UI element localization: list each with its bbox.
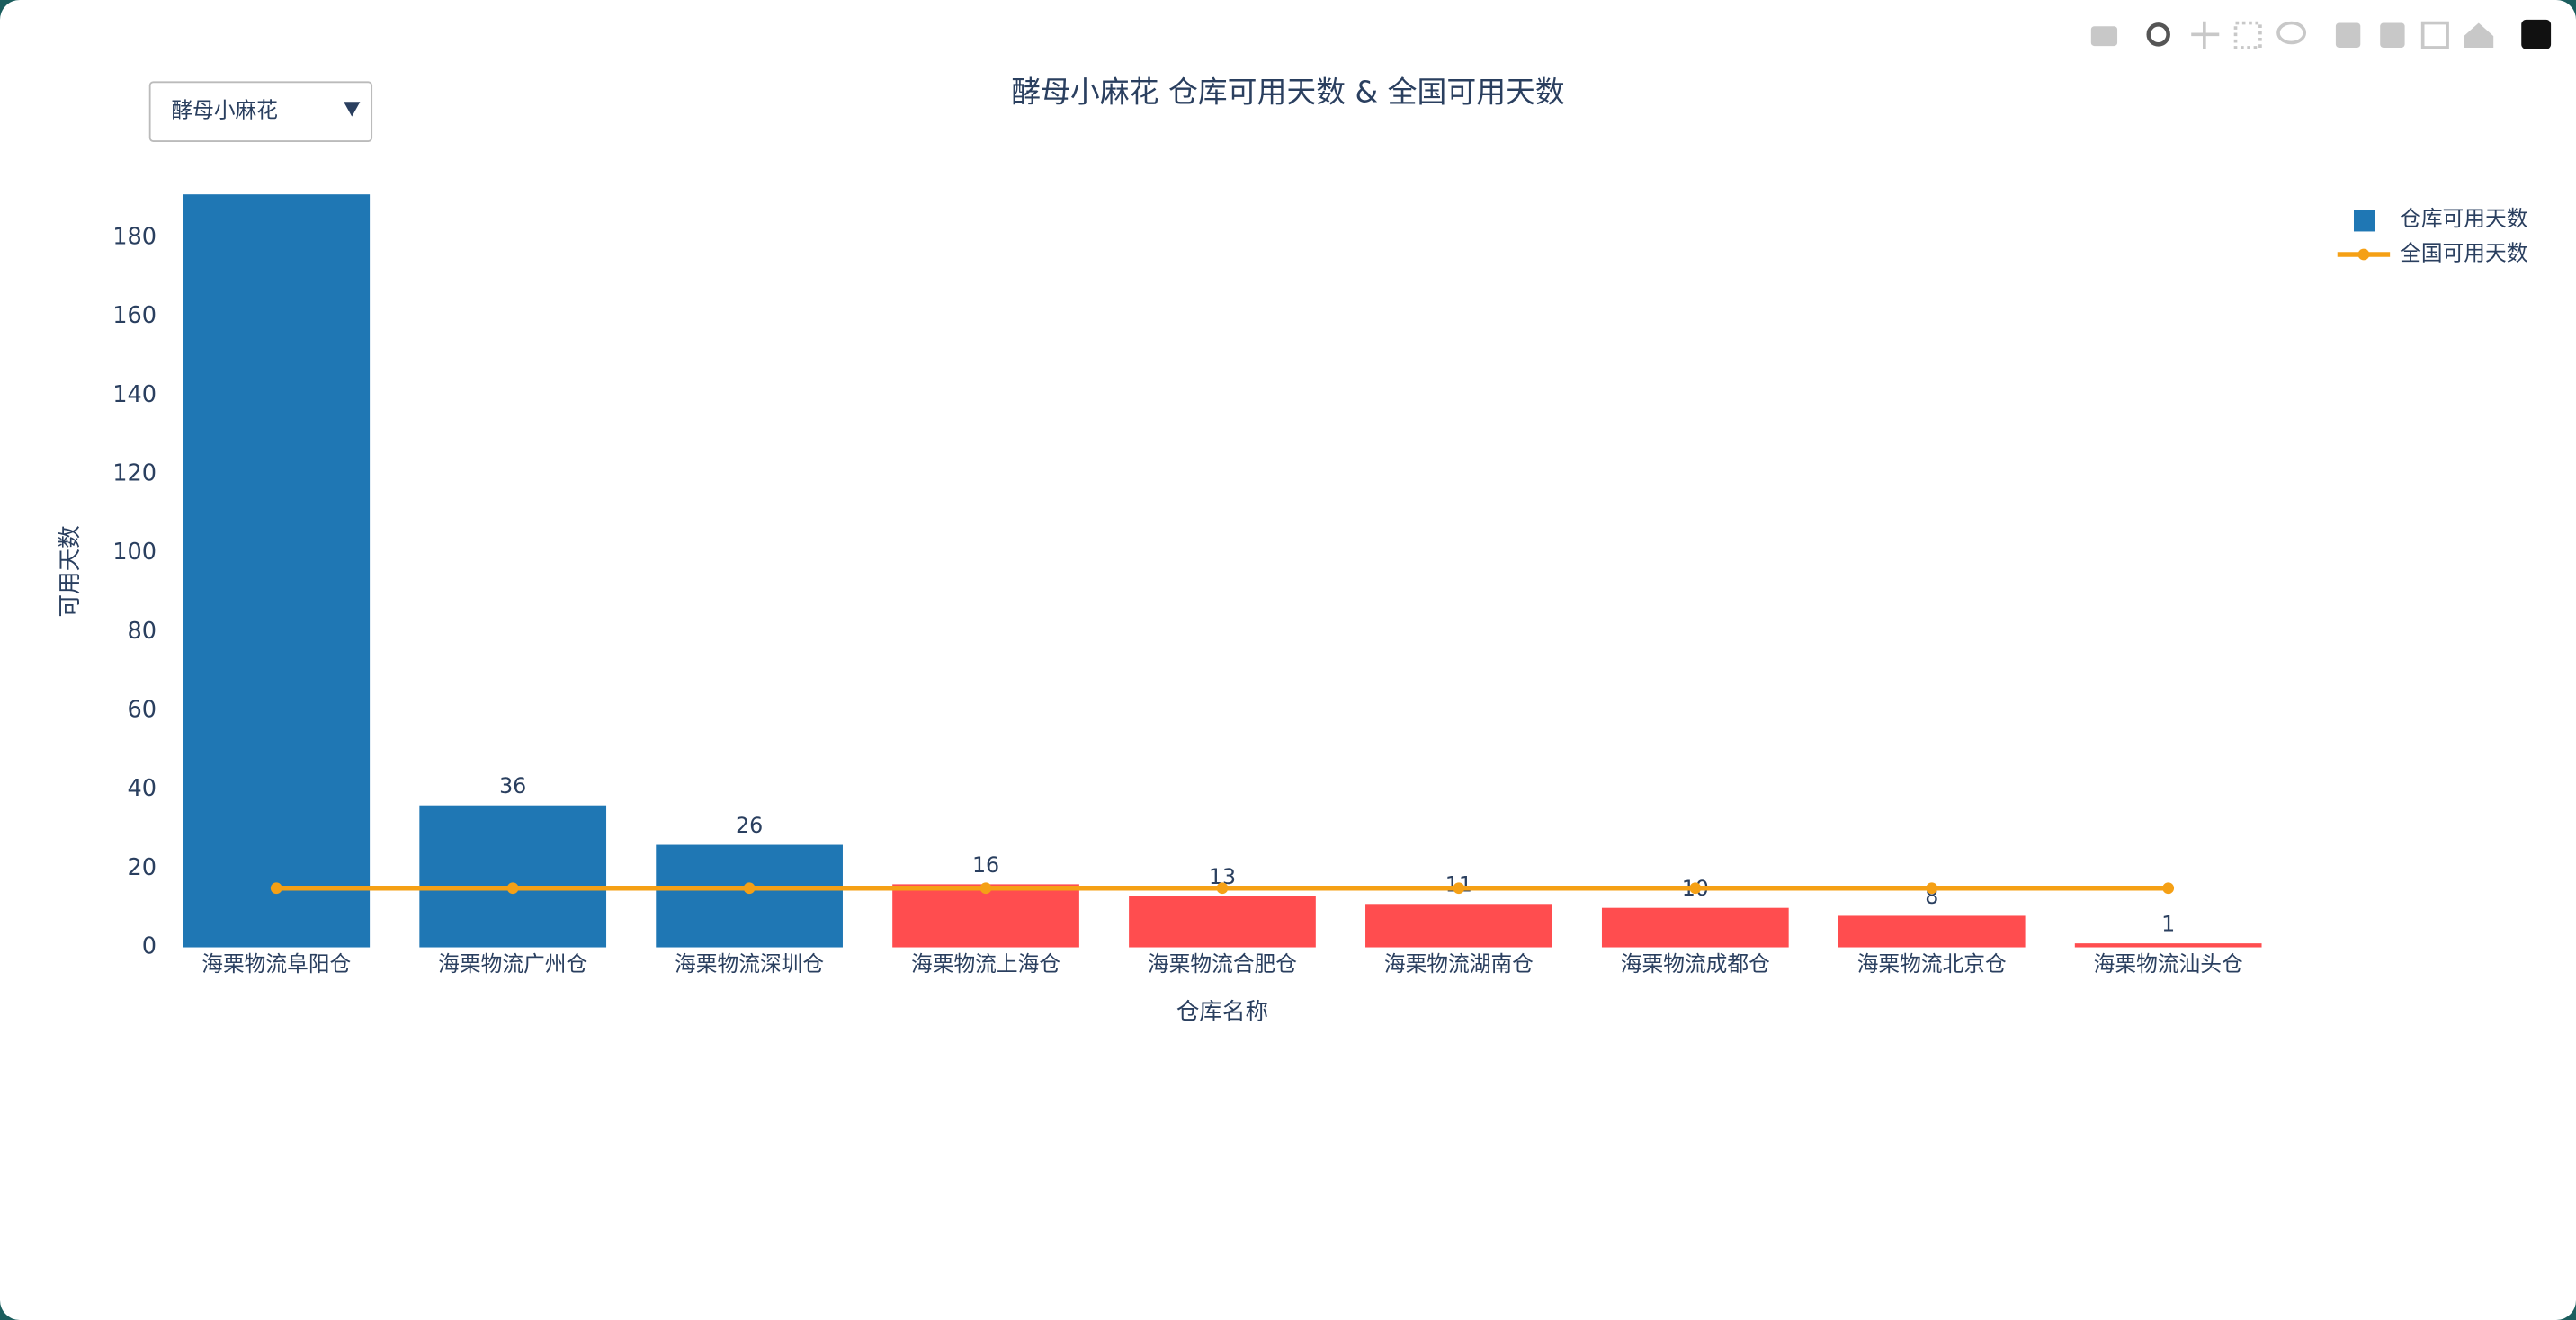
y-tick-label: 120 — [112, 459, 157, 486]
x-tick-label: 海栗物流成都仓 — [1621, 951, 1770, 977]
x-tick-label: 海栗物流湖南仓 — [1384, 951, 1534, 977]
autoscale-icon[interactable] — [2420, 21, 2449, 49]
y-tick-label: 20 — [127, 854, 157, 881]
select-icon[interactable] — [2233, 21, 2262, 49]
zoom-out-icon[interactable] — [2380, 22, 2405, 48]
legend-label: 全国可用天数 — [2400, 241, 2528, 266]
x-tick-label: 海栗物流深圳仓 — [675, 951, 824, 977]
dropdown-box[interactable] — [148, 81, 373, 142]
line-marker — [270, 882, 282, 895]
line-marker — [506, 882, 519, 895]
line-marker — [1216, 882, 1229, 895]
y-tick-label: 40 — [127, 775, 157, 802]
line-marker — [2162, 882, 2175, 895]
y-tick-label: 100 — [112, 539, 157, 566]
y-axis-title: 可用天数 — [57, 525, 84, 617]
bar — [2074, 943, 2262, 948]
plotly-logo[interactable] — [2521, 19, 2552, 49]
zoom-icon[interactable] — [2146, 22, 2170, 47]
data-label: 26 — [736, 813, 763, 838]
bar — [1365, 904, 1552, 948]
y-tick-label: 160 — [112, 302, 157, 329]
bar — [419, 805, 607, 948]
y-tick-label: 80 — [127, 618, 157, 645]
modebar — [2090, 19, 2552, 49]
y-tick-label: 140 — [112, 381, 157, 408]
data-label: 36 — [499, 773, 526, 798]
legend-swatch — [2353, 210, 2375, 232]
bar — [183, 194, 371, 948]
dropdown-label[interactable]: 酵母小麻花 — [171, 98, 278, 123]
line-marker — [1453, 882, 1465, 895]
x-tick-label: 海栗物流阜阳仓 — [201, 951, 351, 977]
x-tick-label: 海栗物流北京仓 — [1857, 951, 2007, 977]
dropdown-arrow[interactable] — [344, 102, 361, 117]
pan-icon[interactable] — [2191, 21, 2220, 49]
legend-swatch — [2357, 248, 2370, 261]
dropdown[interactable]: 酵母小麻花 — [148, 81, 373, 142]
bar — [1129, 896, 1316, 948]
x-tick-label: 海栗物流上海仓 — [911, 951, 1060, 977]
x-tick-label: 海栗物流合肥仓 — [1148, 951, 1297, 977]
bar — [656, 844, 843, 948]
y-tick-label: 180 — [112, 223, 157, 250]
camera-icon[interactable] — [2090, 26, 2118, 47]
data-label: 16 — [972, 852, 999, 878]
chart-title: 酵母小麻花 仓库可用天数 & 全国可用天数 — [1011, 75, 1565, 110]
bar — [892, 884, 1079, 948]
legend-label: 仓库可用天数 — [2400, 206, 2528, 231]
line-marker — [1926, 882, 1938, 895]
bar — [1601, 907, 1789, 948]
line-marker — [979, 882, 992, 895]
bar — [1838, 915, 2026, 948]
line-marker — [1689, 882, 1702, 895]
x-tick-label: 海栗物流广州仓 — [438, 951, 587, 977]
zoom-in-icon[interactable] — [2335, 22, 2361, 48]
lasso-icon[interactable] — [2276, 21, 2307, 45]
reset-icon[interactable] — [2464, 22, 2494, 48]
x-tick-label: 海栗物流汕头仓 — [2094, 951, 2243, 977]
y-tick-label: 0 — [142, 933, 157, 960]
data-label: 1 — [2161, 912, 2175, 937]
x-axis-title: 仓库名称 — [1176, 999, 1268, 1026]
line-marker — [743, 882, 756, 895]
y-tick-label: 60 — [127, 696, 157, 723]
